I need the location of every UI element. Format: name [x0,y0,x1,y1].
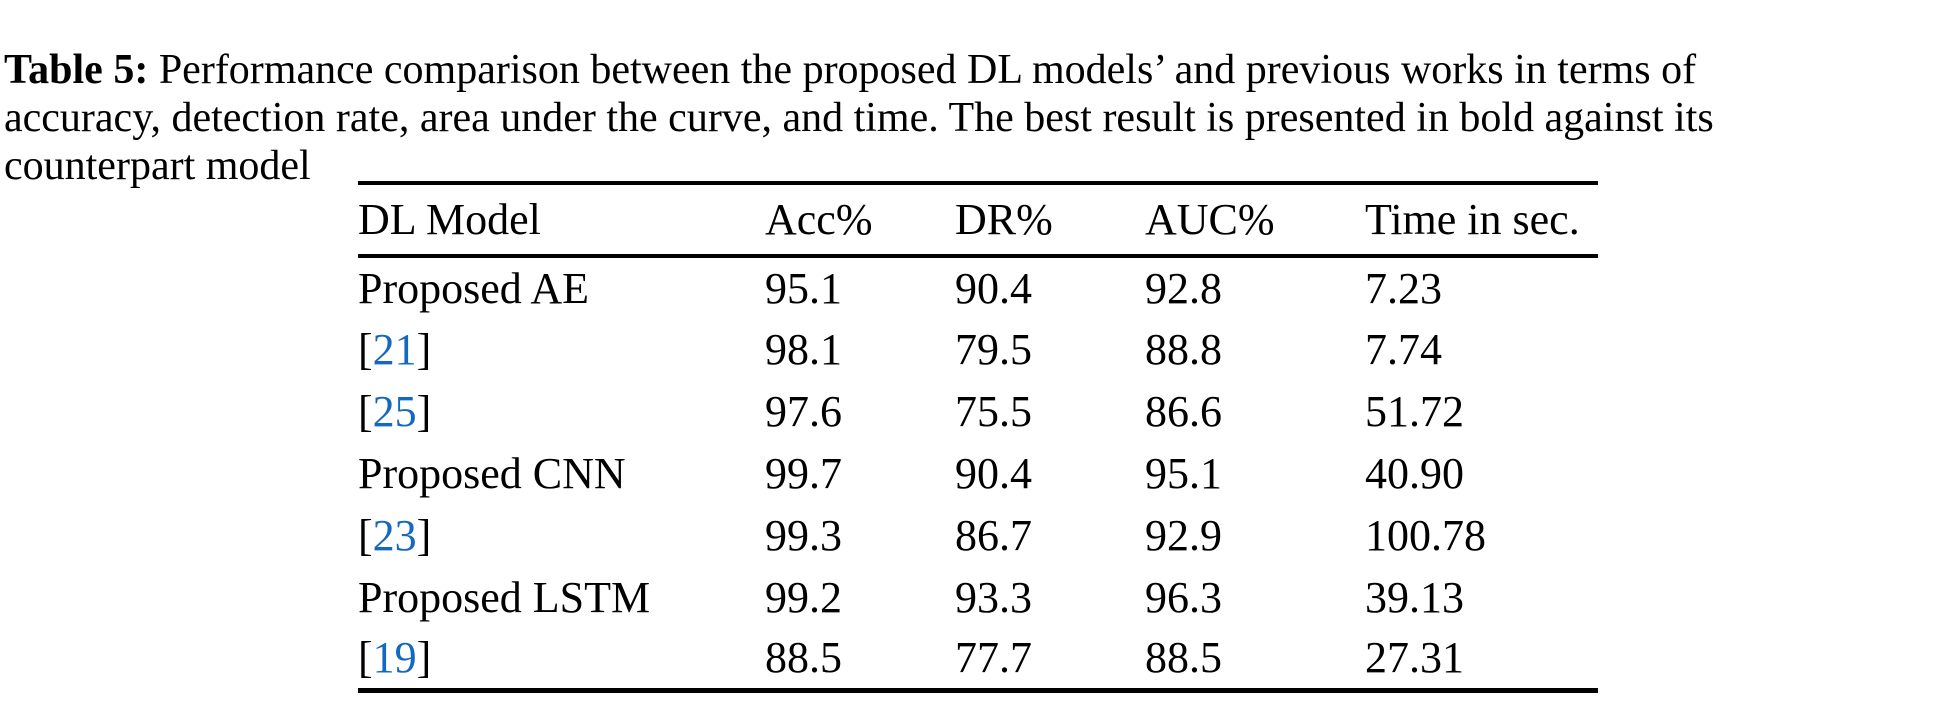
time-cell: 100.78 [1365,510,1486,560]
table-caption: Table 5: Performance comparison between … [4,46,1952,190]
caption-line-1: Table 5: Performance comparison between … [4,46,1952,94]
dr-cell: 77.7 [955,633,1032,683]
table-row-proposed-lstm: Proposed LSTM 99.2 93.3 96.3 39.13 [358,566,1598,628]
col-header-time: Time in sec. [1365,195,1580,244]
acc-cell: 97.6 [765,386,842,436]
citation-link[interactable]: 23 [372,510,417,560]
table-row-proposed-ae: Proposed AE 95.1 90.4 92.8 7.23 [358,256,1598,318]
dr-cell: 90.4 [955,263,1032,313]
auc-cell: 92.9 [1145,510,1222,560]
citation-link[interactable]: 21 [372,324,417,374]
auc-cell: 96.3 [1145,572,1222,622]
auc-cell: 88.5 [1145,633,1222,683]
table-row-citation-19: [19] 88.5 77.7 88.5 27.31 [358,628,1598,690]
results-table: DL Model Acc% DR% AUC% Time in sec. Prop… [358,181,1598,693]
model-cell: Proposed CNN [358,448,626,498]
auc-cell: 92.8 [1145,263,1222,313]
time-cell: 7.23 [1365,263,1442,313]
col-header-model: DL Model [358,195,541,244]
citation-bracket-close: ] [416,633,432,683]
citation-bracket-open: [ [358,510,373,560]
time-cell: 39.13 [1365,572,1464,622]
time-cell: 40.90 [1365,448,1464,498]
caption-line-2: accuracy, detection rate, area under the… [4,95,1714,141]
acc-cell: 99.2 [765,572,842,622]
table-row-citation-23: [23] 99.3 86.7 92.9 100.78 [358,504,1598,566]
citation-link[interactable]: 19 [372,633,417,683]
time-cell: 51.72 [1365,386,1464,436]
col-header-dr: DR% [955,195,1053,244]
model-cell: [19] [358,628,765,690]
acc-cell: 95.1 [765,263,842,313]
model-cell: Proposed LSTM [358,572,651,622]
caption-line-3: counterpart model [4,143,311,189]
table-row-citation-25: [25] 97.6 75.5 86.6 51.72 [358,380,1598,442]
auc-cell: 95.1 [1145,448,1222,498]
citation-bracket-open: [ [358,386,373,436]
acc-cell: 99.7 [765,448,842,498]
citation-bracket-open: [ [358,324,373,374]
citation-link[interactable]: 25 [372,386,417,436]
acc-cell: 88.5 [765,633,842,683]
citation-bracket-close: ] [416,386,432,436]
model-cell: [23] [358,504,765,566]
auc-cell: 86.6 [1145,386,1222,436]
model-cell: [25] [358,380,765,442]
acc-cell: 98.1 [765,324,842,374]
table-row-proposed-cnn: Proposed CNN 99.7 90.4 95.1 40.90 [358,442,1598,504]
dr-cell: 90.4 [955,448,1032,498]
dr-cell: 93.3 [955,572,1032,622]
header-row: DL Model Acc% DR% AUC% Time in sec. [358,183,1598,256]
citation-bracket-close: ] [416,324,432,374]
dr-cell: 86.7 [955,510,1032,560]
col-header-auc: AUC% [1145,195,1275,244]
col-header-acc: Acc% [765,195,873,244]
table-row-citation-21: [21] 98.1 79.5 88.8 7.74 [358,318,1598,380]
citation-bracket-close: ] [416,510,432,560]
acc-cell: 99.3 [765,510,842,560]
caption-line-1-text: Performance comparison between the propo… [148,47,1697,93]
model-cell: Proposed AE [358,263,589,313]
citation-bracket-open: [ [358,633,373,683]
model-cell: [21] [358,318,765,380]
dr-cell: 79.5 [955,324,1032,374]
time-cell: 27.31 [1365,633,1464,683]
dr-cell: 75.5 [955,386,1032,436]
auc-cell: 88.8 [1145,324,1222,374]
caption-table-label: Table 5: [4,47,149,93]
time-cell: 7.74 [1365,324,1442,374]
